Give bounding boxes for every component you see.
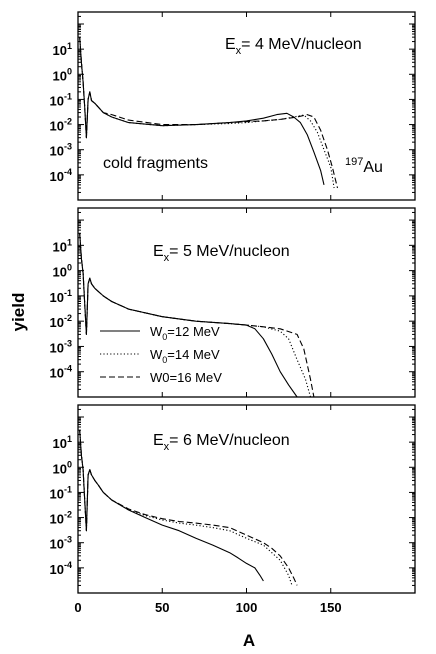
x-tick-label: 150 (320, 600, 342, 615)
panel-middle: 101 100 10-1 10-2 10-3 10-4 Ex= 5 MeV/nucleon W… (50, 207, 416, 398)
y-tick-label: 10-2 (50, 117, 72, 134)
legend-label: W0=12 MeV (150, 324, 220, 342)
panel-top: 101 100 10-1 10-2 10-3 10-4 Ex= 4 MeV/nucleon c… (50, 11, 416, 201)
x-axis-title: A (243, 631, 255, 650)
series-line-dashed (79, 233, 315, 398)
y-tick-label: 10-1 (50, 288, 72, 305)
y-axis-title: yield (9, 293, 28, 332)
series-line-solid (79, 37, 325, 186)
y-tick-label: 100 (53, 66, 72, 83)
series-line-dashed (79, 430, 298, 586)
series-line-solid (79, 430, 264, 582)
x-tick-label: 0 (74, 600, 81, 615)
y-tick-label: 101 (53, 41, 72, 58)
y-tick-label: 101 (53, 434, 72, 451)
y-tick-label: 10-4 (50, 560, 72, 577)
y-tick-label: 10-2 (50, 313, 72, 330)
annotation-cold-fragments: cold fragments (103, 155, 208, 172)
y-tick-label: 100 (53, 263, 72, 280)
panel-bottom: 0 50 100 150 101 100 10-1 10-2 10-3 10-4 Ex= 6 MeV… (50, 404, 416, 615)
annotation-nucleus: 197Au (345, 156, 383, 176)
panel-energy-label: Ex= 5 MeV/nucleon (153, 243, 290, 264)
y-tick-label: 10-2 (50, 510, 72, 527)
legend: W0=12 MeV W0=14 MeV W0=16 MeV (100, 324, 222, 385)
panels: 101 100 10-1 10-2 10-3 10-4 Ex= 4 MeV/nucleon c… (50, 11, 416, 615)
y-tick-label: 10-1 (50, 484, 72, 501)
x-tick-label: 100 (236, 600, 258, 615)
legend-label: W0=14 MeV (150, 347, 220, 365)
y-tick-label: 10-4 (50, 364, 72, 381)
panel-energy-label: Ex= 6 MeV/nucleon (153, 432, 290, 453)
y-tick-label: 10-4 (50, 167, 72, 184)
x-tick-label: 50 (155, 600, 169, 615)
y-tick-label: 10-3 (50, 535, 72, 552)
legend-label: W0=16 MeV (150, 370, 222, 385)
y-tick-label: 101 (53, 237, 72, 254)
series-line-dotted (79, 430, 293, 586)
y-tick-label: 10-3 (50, 142, 72, 159)
y-tick-label: 10-1 (50, 91, 72, 108)
y-tick-label: 100 (53, 459, 72, 476)
plot-frame (77, 207, 416, 398)
panel-energy-label: Ex= 4 MeV/nucleon (225, 36, 362, 57)
y-tick-label: 10-3 (50, 338, 72, 355)
